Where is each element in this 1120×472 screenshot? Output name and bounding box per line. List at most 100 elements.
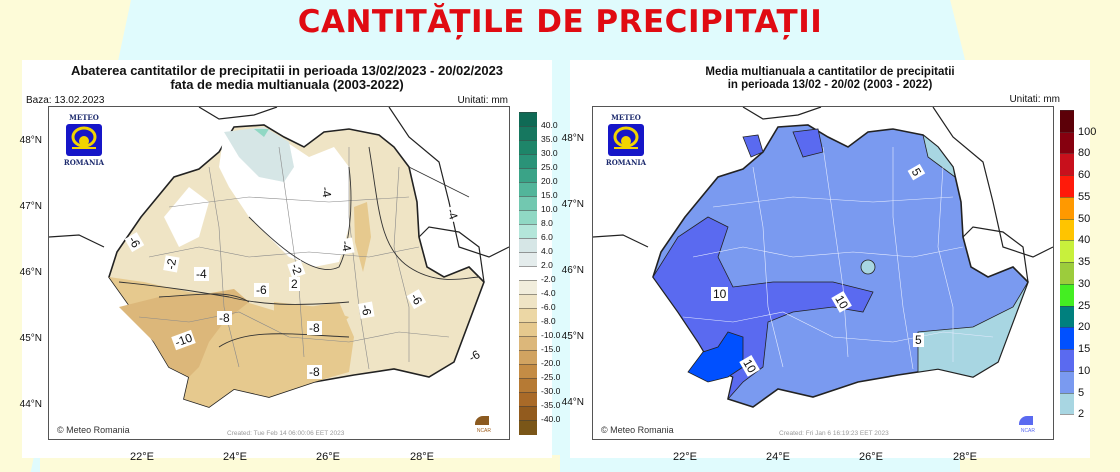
colorbar-swatch — [1060, 327, 1074, 350]
lon-label: 26°E — [316, 451, 340, 463]
contour-label: 5 — [913, 333, 924, 347]
colorbar-swatch — [519, 308, 537, 323]
colorbar-swatch — [519, 238, 537, 253]
colorbar-swatch — [519, 168, 537, 183]
colorbar-label: 20.0 — [541, 176, 558, 186]
average-map: METEO ROMANIA 5 10 10 10 5 © Meteo Roman… — [592, 106, 1054, 440]
lat-label: 47°N — [561, 199, 584, 210]
colorbar-label: 25.0 — [541, 162, 558, 172]
colorbar-swatch — [519, 252, 537, 267]
colorbar-label: 10 — [1078, 364, 1091, 377]
colorbar-swatch — [1060, 153, 1074, 176]
lon-label: 24°E — [766, 451, 790, 463]
deviation-colorbar: 40.0 35.0 30.0 25.0 20.0 15.0 10.0 8.0 6.0 4.0 2.0… — [519, 112, 560, 435]
colorbar-swatch — [519, 224, 537, 239]
colorbar-label: 6.0 — [541, 232, 553, 242]
colorbar-swatch — [519, 266, 537, 281]
contour-label: 2 — [289, 277, 300, 291]
slide-title: CANTITĂȚILE DE PRECIPITAȚII — [297, 4, 823, 40]
ncar-label: NCAR — [476, 428, 491, 434]
colorbar-label: -4.0 — [541, 288, 556, 298]
lat-label: 47°N — [19, 201, 42, 212]
lat-label: 48°N — [19, 135, 42, 146]
colorbar-label: 5 — [1078, 386, 1085, 399]
lat-label: 46°N — [561, 265, 584, 276]
colorbar-label: 15.0 — [541, 190, 558, 200]
colorbar-label: 4.0 — [541, 246, 553, 256]
ncar-label: NCAR — [1020, 428, 1035, 434]
colorbar-label: 35.0 — [541, 134, 558, 144]
colorbar-swatch — [519, 280, 537, 295]
colorbar-label: 15 — [1078, 343, 1091, 356]
deviation-map-title: Abaterea cantitatilor de precipitatii in… — [70, 63, 504, 92]
deviation-map: METEO ROMANIA -6 -2 2 -4 -4 -4 -4 -2 -6 … — [48, 106, 510, 440]
colorbar-label: 100 — [1078, 125, 1097, 138]
colorbar-swatch — [519, 182, 537, 197]
colorbar-swatch — [519, 350, 537, 365]
contour-label: -8 — [307, 321, 322, 335]
colorbar-swatch — [519, 378, 537, 393]
colorbar-swatch — [519, 322, 537, 337]
colorbar-swatch — [519, 406, 537, 421]
lat-label: 44°N — [561, 397, 584, 408]
colorbar-label: 30 — [1078, 277, 1091, 290]
ncar-logo-icon — [1019, 416, 1033, 425]
lat-label: 44°N — [19, 399, 42, 410]
colorbar-label: -25.0 — [541, 372, 561, 382]
lon-label: 28°E — [953, 451, 977, 463]
average-map-panel: Media multianuala a cantitatilor de prec… — [562, 60, 1096, 463]
lon-label: 22°E — [130, 451, 154, 463]
deviation-map-panel: Abaterea cantitatilor de precipitatii in… — [20, 60, 560, 463]
lat-label: 45°N — [19, 333, 42, 344]
colorbar-label: 30.0 — [541, 148, 558, 158]
colorbar-swatch — [1060, 218, 1074, 241]
colorbar-label: -2.0 — [541, 274, 556, 284]
colorbar-swatch — [519, 112, 537, 127]
contour-label: -6 — [254, 283, 269, 297]
contour-label: -4 — [194, 267, 209, 281]
colorbar-label: -6.0 — [541, 302, 556, 312]
colorbar-swatch — [519, 196, 537, 211]
contour-label: -6 — [358, 301, 375, 319]
meteo-romania-logo: METEO ROMANIA — [63, 113, 105, 167]
colorbar-label: 35 — [1078, 256, 1091, 269]
colorbar-label: 20 — [1078, 321, 1091, 334]
colorbar-swatch — [519, 154, 537, 169]
lat-label: 46°N — [19, 267, 42, 278]
average-colorbar: 100 80 60 55 50 40 35 30 25 20 15 10 5 2 — [1060, 110, 1096, 437]
colorbar-label: 55 — [1078, 190, 1091, 203]
meteo-romania-logo: METEO ROMANIA — [605, 113, 647, 167]
created-timestamp: Created: Fri Jan 6 16:19:23 EET 2023 — [779, 430, 889, 437]
lat-label: 48°N — [561, 133, 584, 144]
colorbar-swatch — [519, 392, 537, 407]
colorbar-swatch — [1060, 110, 1074, 133]
colorbar-label: -40.0 — [541, 414, 561, 424]
logo-emblem-icon — [608, 124, 644, 156]
colorbar-label: 2.0 — [541, 260, 553, 270]
colorbar-label: 60 — [1078, 169, 1091, 182]
average-map-title: Media multianuala a cantitatilor de prec… — [705, 66, 955, 91]
lon-label: 28°E — [410, 451, 434, 463]
colorbar-label: 8.0 — [541, 218, 553, 228]
colorbar-swatch — [1060, 349, 1074, 372]
colorbar-label: 80 — [1078, 147, 1091, 160]
ncar-logo-icon — [475, 416, 489, 425]
lon-label: 26°E — [859, 451, 883, 463]
colorbar-label: 40.0 — [541, 120, 558, 130]
colorbar-label: -8.0 — [541, 316, 556, 326]
colorbar-swatch — [519, 294, 537, 309]
colorbar-swatch — [1060, 175, 1074, 198]
colorbar-swatch — [1060, 131, 1074, 154]
created-timestamp: Created: Tue Feb 14 06:00:06 EET 2023 — [227, 430, 345, 437]
colorbar-label: 25 — [1078, 299, 1091, 312]
units-label: Unitati: mm — [457, 95, 508, 106]
colorbar-label: -20.0 — [541, 358, 561, 368]
colorbar-label: 10.0 — [541, 204, 558, 214]
colorbar-swatch — [1060, 196, 1074, 220]
contour-label: -4 — [318, 183, 335, 201]
colorbar-swatch — [519, 126, 537, 141]
colorbar-label: -30.0 — [541, 386, 561, 396]
colorbar-swatch — [1060, 283, 1074, 307]
colorbar-label: -15.0 — [541, 344, 561, 354]
